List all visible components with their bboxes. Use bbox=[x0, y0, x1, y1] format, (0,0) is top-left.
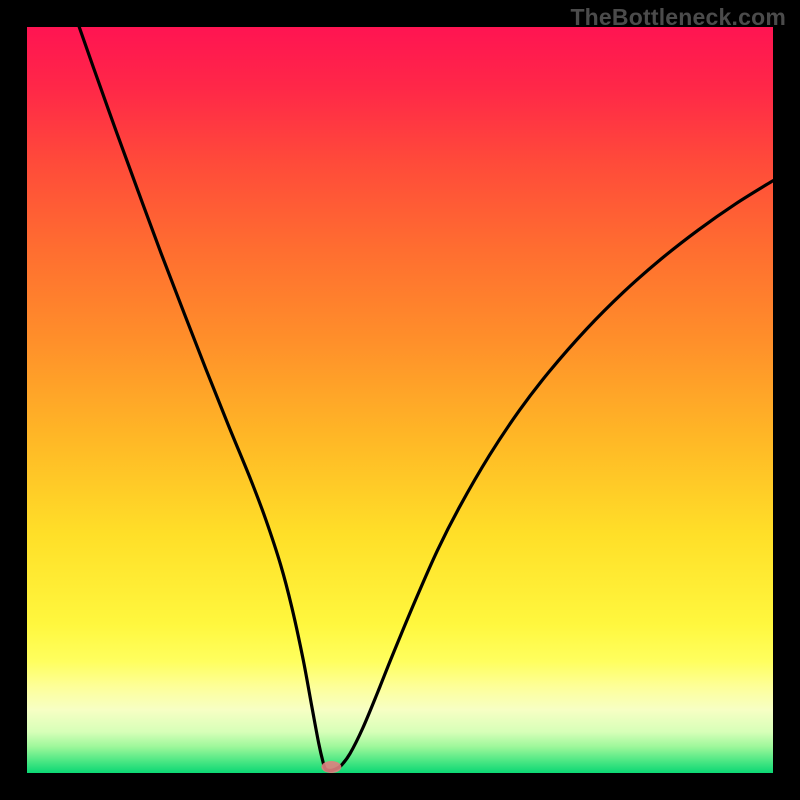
optimum-marker bbox=[321, 761, 341, 773]
plot-background bbox=[27, 27, 773, 773]
chart-container: { "chart": { "type": "line", "width": 80… bbox=[0, 0, 800, 800]
watermark-text: TheBottleneck.com bbox=[570, 4, 786, 31]
bottleneck-chart bbox=[0, 0, 800, 800]
